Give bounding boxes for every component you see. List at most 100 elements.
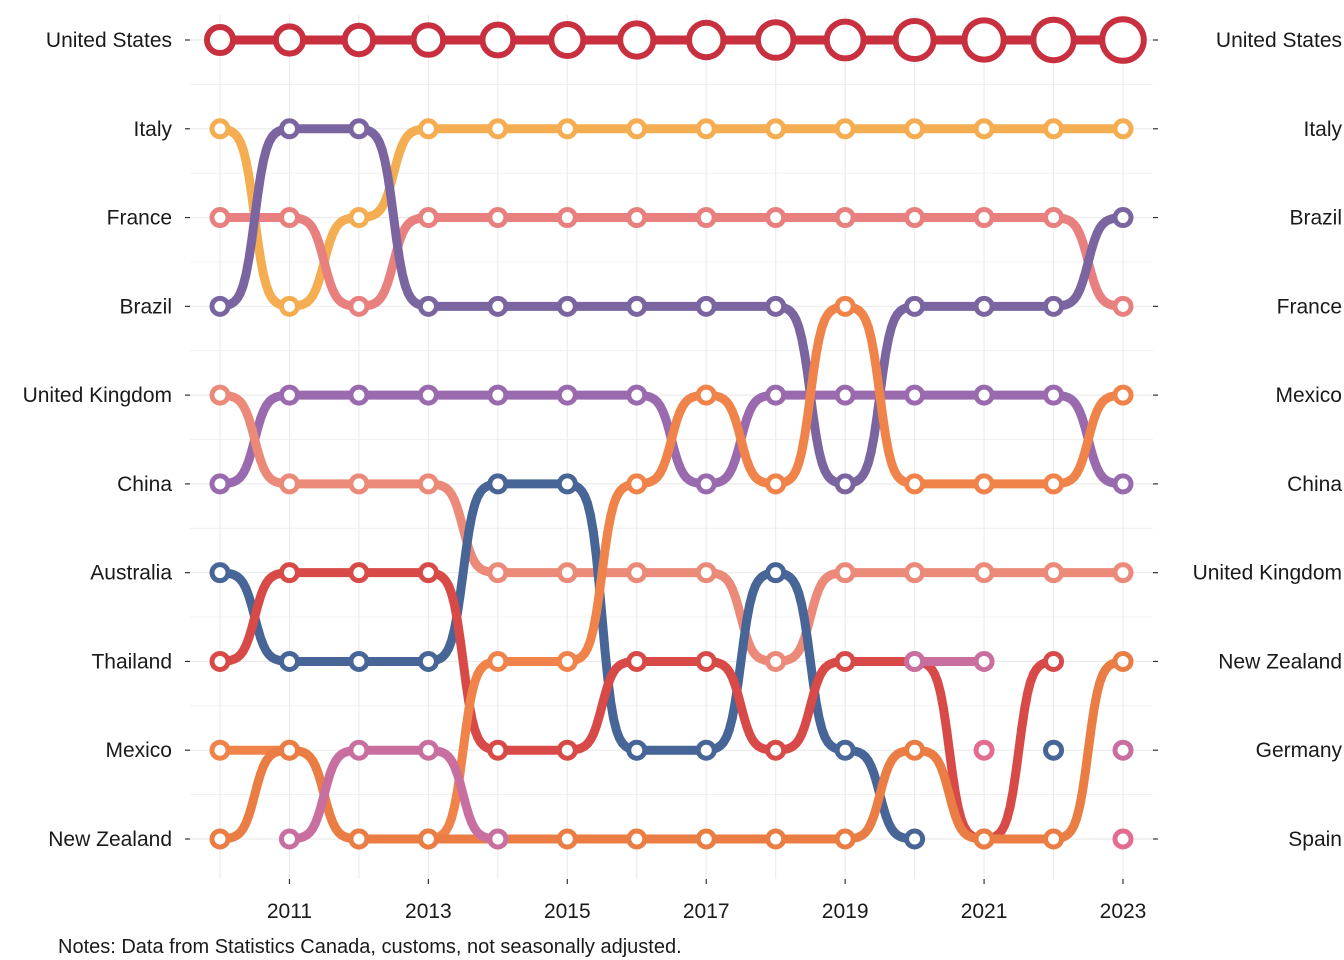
point-thailand bbox=[1043, 650, 1065, 672]
right-rank-labels: United States Italy Brazil France Mexico Chin… bbox=[1193, 29, 1343, 851]
point-italy bbox=[834, 118, 856, 140]
point-new-zealand bbox=[695, 828, 717, 850]
point-italy bbox=[487, 118, 509, 140]
x-tick-label: 2011 bbox=[267, 900, 312, 923]
point-australia bbox=[904, 828, 926, 850]
point-australia bbox=[834, 739, 856, 761]
point-new-zealand bbox=[209, 828, 231, 850]
point-mexico bbox=[973, 473, 995, 495]
x-tick-label: 2023 bbox=[1100, 900, 1147, 923]
point-australia bbox=[487, 473, 509, 495]
point-germany bbox=[417, 739, 439, 761]
point-mexico bbox=[904, 473, 926, 495]
point-china bbox=[765, 384, 787, 406]
series-line-italy bbox=[354, 124, 433, 223]
point-germany bbox=[1112, 739, 1134, 761]
point-united-states bbox=[892, 18, 937, 62]
series-line-mexico bbox=[562, 479, 642, 666]
point-new-zealand bbox=[1043, 828, 1065, 850]
series-line-australia bbox=[423, 479, 503, 666]
point-thailand bbox=[209, 650, 231, 672]
point-united-kingdom bbox=[487, 562, 509, 584]
left-label: Italy bbox=[133, 118, 172, 141]
point-china bbox=[626, 384, 648, 406]
x-tick-label: 2017 bbox=[683, 900, 730, 923]
point-australia bbox=[1043, 739, 1065, 761]
point-thailand bbox=[487, 739, 509, 761]
series-line-new-zealand bbox=[1049, 656, 1128, 844]
point-united-kingdom bbox=[695, 562, 717, 584]
point-brazil bbox=[626, 295, 648, 317]
point-italy bbox=[765, 118, 787, 140]
x-tick-label: 2019 bbox=[822, 900, 869, 923]
left-label: Mexico bbox=[105, 739, 172, 762]
series-line-thailand bbox=[215, 568, 294, 666]
right-label: New Zealand bbox=[1218, 650, 1342, 673]
point-mexico bbox=[556, 650, 578, 672]
point-united-kingdom bbox=[765, 650, 787, 672]
point-new-zealand bbox=[904, 739, 926, 761]
point-united-states bbox=[754, 19, 797, 61]
right-label: United Kingdom bbox=[1193, 562, 1342, 585]
point-italy bbox=[904, 118, 926, 140]
series-points bbox=[204, 16, 1147, 850]
point-united-kingdom bbox=[834, 562, 856, 584]
series-line-thailand bbox=[423, 568, 503, 755]
point-italy bbox=[209, 118, 231, 140]
point-brazil bbox=[278, 118, 300, 140]
point-united-kingdom bbox=[626, 562, 648, 584]
point-italy bbox=[278, 295, 300, 317]
point-brazil bbox=[904, 295, 926, 317]
point-new-zealand bbox=[556, 828, 578, 850]
series-line-brazil bbox=[354, 124, 433, 311]
left-label: Australia bbox=[90, 562, 172, 585]
point-mexico bbox=[834, 295, 856, 317]
series-line-brazil bbox=[1049, 213, 1128, 311]
chart-note: Notes: Data from Statistics Canada, cust… bbox=[58, 936, 682, 958]
point-united-kingdom bbox=[209, 384, 231, 406]
point-france bbox=[904, 207, 926, 229]
series-line-mexico bbox=[1049, 390, 1128, 489]
point-thailand bbox=[765, 739, 787, 761]
point-china bbox=[209, 473, 231, 495]
point-united-kingdom bbox=[973, 562, 995, 584]
point-united-states bbox=[479, 21, 517, 59]
point-italy bbox=[973, 118, 995, 140]
series-line-mexico bbox=[632, 390, 711, 489]
right-label: France bbox=[1277, 295, 1342, 318]
point-france bbox=[1043, 207, 1065, 229]
series-line-mexico bbox=[771, 301, 850, 489]
point-france bbox=[973, 207, 995, 229]
series-line-thailand bbox=[701, 656, 781, 755]
point-china bbox=[556, 384, 578, 406]
point-china bbox=[1112, 473, 1134, 495]
left-label: Brazil bbox=[119, 295, 172, 318]
point-new-zealand bbox=[626, 828, 648, 850]
point-china bbox=[834, 384, 856, 406]
point-italy bbox=[348, 207, 370, 229]
point-italy bbox=[626, 118, 648, 140]
point-germany bbox=[487, 828, 509, 850]
point-united-kingdom bbox=[904, 562, 926, 584]
left-label: China bbox=[117, 473, 172, 496]
point-australia bbox=[209, 562, 231, 584]
series-line-brazil bbox=[215, 124, 294, 311]
point-new-zealand bbox=[1112, 650, 1134, 672]
point-italy bbox=[556, 118, 578, 140]
point-united-states bbox=[204, 24, 236, 56]
series-line-germany bbox=[423, 745, 503, 844]
point-china bbox=[904, 384, 926, 406]
series-line-mexico bbox=[840, 301, 920, 489]
left-label: United States bbox=[46, 29, 172, 52]
point-new-zealand bbox=[765, 828, 787, 850]
point-france bbox=[417, 207, 439, 229]
left-label: New Zealand bbox=[48, 828, 172, 851]
point-australia bbox=[348, 650, 370, 672]
point-china bbox=[348, 384, 370, 406]
left-rank-labels: United States Italy France Brazil United Kin… bbox=[23, 29, 173, 851]
point-spain bbox=[973, 739, 995, 761]
series-line-mexico bbox=[701, 390, 781, 489]
point-mexico bbox=[695, 384, 717, 406]
point-thailand bbox=[278, 562, 300, 584]
point-brazil bbox=[973, 295, 995, 317]
